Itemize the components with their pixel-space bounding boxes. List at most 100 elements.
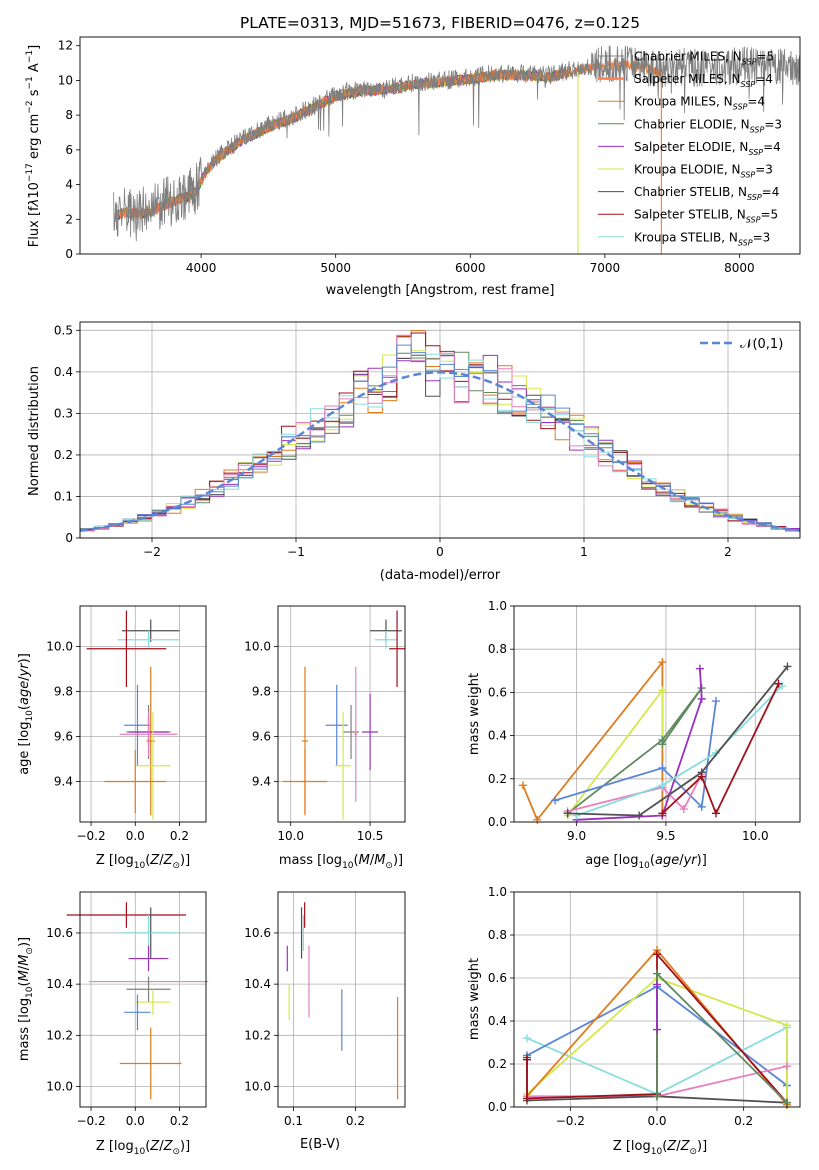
series-marker bbox=[658, 686, 667, 695]
x-tick-label: 1 bbox=[580, 545, 588, 559]
y-tick-label: 9.8 bbox=[252, 685, 271, 699]
series-marker bbox=[783, 1021, 791, 1030]
legend-entry: Chabrier MILES, NSSP=5 bbox=[634, 50, 774, 67]
legend-entry: Kroupa ELODIE, NSSP=3 bbox=[634, 163, 773, 180]
mass-weight-vs-Z-ylabel: mass weight bbox=[467, 958, 482, 1040]
data-point-kroupa_stelib bbox=[117, 915, 180, 951]
series-marker bbox=[695, 664, 704, 673]
mass-weight-vs-Z-xlabel: Z [log10(Z/Z⊙)] bbox=[613, 1139, 707, 1157]
x-tick-label: 2 bbox=[724, 545, 732, 559]
data-point-extra_pink bbox=[354, 666, 358, 802]
series-line bbox=[522, 659, 664, 822]
data-point-kroupa_elodie bbox=[135, 989, 171, 1015]
series-line bbox=[567, 665, 789, 817]
x-tick-label: 6000 bbox=[455, 261, 486, 275]
series-marker bbox=[523, 1094, 531, 1103]
data-point-kroupa_miles bbox=[146, 666, 156, 816]
series-kroupa_miles bbox=[518, 658, 667, 824]
age-vs-mass-panel: mass [log10(M/M⊙)] 10.0 10.5 9.4 9.6 9.8 10.0 bbox=[244, 605, 406, 871]
spectrum-legend: Chabrier MILES, NSSP=5 Salpeter MILES, NS… bbox=[598, 50, 782, 247]
spectrum-xlabel: wavelength [Angstrom, rest frame] bbox=[326, 283, 555, 298]
axes-frame bbox=[79, 605, 207, 823]
y-tick-label: 0.6 bbox=[488, 971, 507, 985]
series-salpeter_elodie bbox=[653, 980, 661, 1034]
data-point-kroupa_elodie bbox=[135, 711, 171, 820]
mass-vs-Z-xlabel: Z [log10(Z/Z⊙)] bbox=[96, 1139, 190, 1157]
x-tick-label: 9.5 bbox=[656, 829, 675, 843]
y-tick-label: 1.0 bbox=[488, 599, 507, 613]
x-tick-label: 9.0 bbox=[567, 829, 586, 843]
y-tick-label: 0.3 bbox=[54, 406, 73, 420]
y-tick-label: 0.2 bbox=[488, 1057, 507, 1071]
observed-spectrum bbox=[113, 45, 800, 242]
series-line bbox=[554, 700, 717, 809]
mass-weight-vs-age-ylabel: mass weight bbox=[467, 673, 482, 755]
histogram-steps bbox=[80, 330, 800, 534]
data-point-salpeter_elodie bbox=[128, 945, 169, 972]
y-tick-label: 0.8 bbox=[488, 928, 507, 942]
data-point-kroupa_stelib bbox=[117, 630, 180, 649]
series-marker bbox=[653, 1025, 661, 1034]
y-tick-label: 0.4 bbox=[54, 365, 73, 379]
series-salpeter_elodie bbox=[572, 664, 706, 824]
series-marker bbox=[635, 811, 644, 820]
series-marker bbox=[533, 815, 542, 824]
series-marker bbox=[653, 969, 661, 978]
series-marker bbox=[523, 1034, 531, 1043]
series-kroupa_stelib bbox=[572, 681, 787, 820]
series-line bbox=[576, 685, 783, 817]
y-tick-label: 0.2 bbox=[54, 448, 73, 462]
series-line bbox=[567, 687, 703, 815]
axes-frame bbox=[79, 321, 801, 539]
x-tick-label: 4000 bbox=[186, 261, 217, 275]
histogram-ylabel: Normed distribution bbox=[27, 366, 42, 496]
y-tick-label: 10.6 bbox=[46, 926, 73, 940]
legend-entry: Chabrier ELODIE, NSSP=3 bbox=[634, 117, 782, 134]
series-line bbox=[567, 774, 703, 813]
data-point-chabrier_miles bbox=[126, 976, 171, 1003]
y-tick-label: 10.2 bbox=[244, 1028, 271, 1042]
spectrum-ylabel: Flux [fλ10−17 erg cm−2 s−1 A−1] bbox=[25, 45, 42, 247]
series-marker bbox=[518, 781, 527, 790]
normal-curve bbox=[80, 371, 800, 532]
series-marker bbox=[774, 679, 783, 688]
x-tick-label: 0 bbox=[436, 545, 444, 559]
y-tick-label: 9.4 bbox=[54, 775, 73, 789]
series-marker bbox=[658, 764, 667, 772]
x-tick-label: 10.5 bbox=[357, 829, 384, 843]
mass-vs-EBV-panel: E(B-V) 0.1 0.2 10.0 10.2 10.4 10.6 bbox=[244, 891, 406, 1152]
series-marker bbox=[658, 781, 667, 790]
y-tick-label: 10.0 bbox=[46, 1080, 73, 1094]
y-tick-label: 1.0 bbox=[488, 885, 507, 899]
y-tick-label: 9.4 bbox=[252, 775, 271, 789]
histogram-panel: (data-model)/error Normed distribution −… bbox=[27, 321, 801, 583]
series-marker bbox=[711, 809, 720, 818]
spectrum-panel: wavelength [Angstrom, rest frame] Flux [… bbox=[25, 36, 801, 298]
series-extra_blue bbox=[551, 697, 720, 811]
series-marker bbox=[711, 697, 720, 706]
x-tick-label: 0.2 bbox=[170, 829, 189, 843]
y-tick-label: 10.2 bbox=[46, 1028, 73, 1042]
y-tick-label: 0.4 bbox=[488, 729, 507, 743]
series-marker bbox=[551, 796, 560, 805]
mass-weight-vs-Z-panel: Z [log10(Z/Z⊙)] mass weight −0.2 0.0 0.2 0.… bbox=[467, 885, 801, 1157]
series-marker bbox=[697, 694, 706, 703]
x-tick-label: 0.2 bbox=[170, 1114, 189, 1128]
age-vs-Z-xlabel: Z [log10(Z/Z⊙)] bbox=[96, 853, 190, 871]
x-tick-label: 0.0 bbox=[126, 829, 145, 843]
axes-frame bbox=[513, 891, 801, 1108]
series-line bbox=[566, 687, 664, 817]
age-vs-Z-panel: Z [log10(Z/Z⊙)] age [log10(age/yr)] −0.2… bbox=[17, 605, 207, 871]
data-point-extra_pink bbox=[119, 711, 178, 757]
mass-vs-Z-ylabel: mass [log10(M/M⊙)] bbox=[17, 937, 35, 1061]
legend-entry: Chabrier STELIB, NSSP=4 bbox=[634, 185, 779, 202]
y-tick-label: 10.6 bbox=[244, 926, 271, 940]
series-chabrier_elodie bbox=[653, 969, 791, 1107]
data-point-kroupa_elodie bbox=[335, 711, 352, 820]
y-tick-label: 9.6 bbox=[252, 730, 271, 744]
figure-title: PLATE=0313, MJD=51673, FIBERID=0476, z=0… bbox=[240, 14, 640, 32]
series-marker bbox=[697, 772, 706, 781]
series-marker bbox=[658, 740, 667, 749]
y-tick-label: 4 bbox=[65, 178, 73, 192]
x-tick-label: −2 bbox=[143, 545, 161, 559]
